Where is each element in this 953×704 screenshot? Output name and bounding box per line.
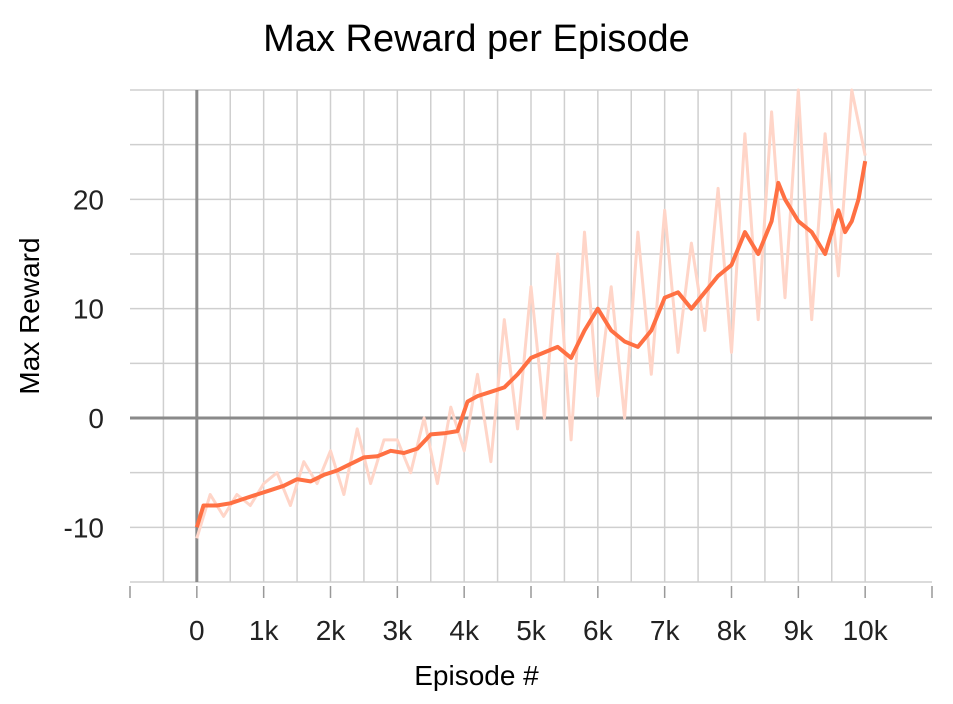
raw-series-line [195,88,867,539]
x-tick-label: 2k [316,615,347,646]
y-tick-label: -10 [64,512,104,543]
x-tick-label: 0 [189,615,205,646]
x-tick-label: 7k [650,615,681,646]
x-tick-label: 4k [449,615,480,646]
x-tick-label: 6k [583,615,614,646]
smoothed-series-line [194,160,868,528]
x-tick-label: 10k [843,615,889,646]
x-tick-label: 5k [516,615,547,646]
y-tick-label: 0 [88,403,104,434]
x-tick-label: 3k [383,615,414,646]
x-tick-label: 9k [784,615,815,646]
chart-title: Max Reward per Episode [263,18,690,60]
x-axis-label: Episode # [414,660,539,691]
x-tick-label: 8k [717,615,748,646]
x-tick-label: 1k [249,615,280,646]
y-tick-label: 10 [73,294,104,325]
y-tick-label: 20 [73,184,104,215]
